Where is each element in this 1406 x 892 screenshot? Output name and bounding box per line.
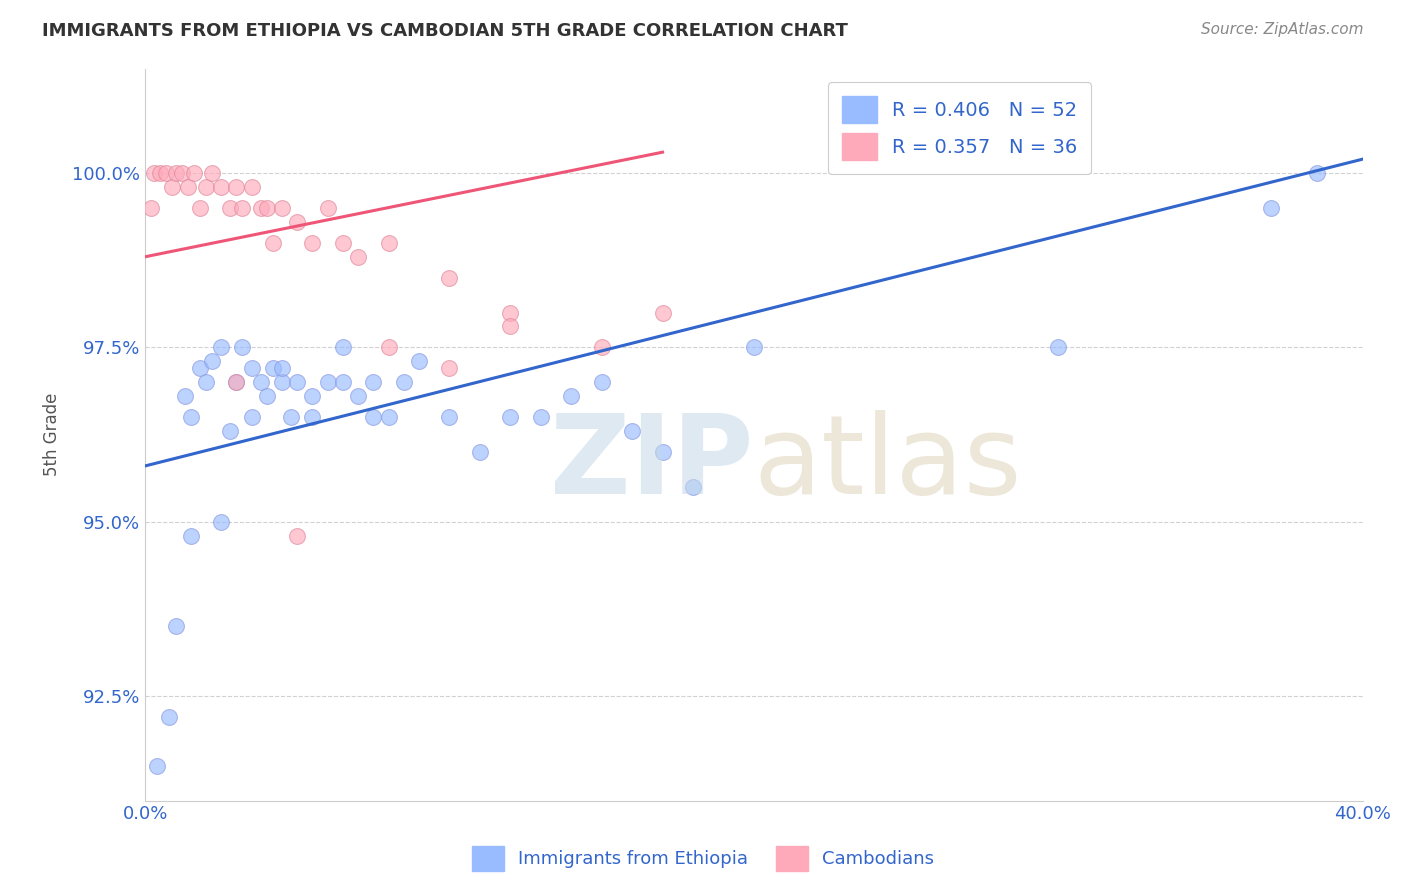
Point [180, 410, 202, 425]
Point [262, 361, 284, 376]
Point [347, 250, 370, 264]
Point [285, 376, 308, 390]
Point [225, 376, 247, 390]
Point [162, 180, 184, 194]
Point [271, 201, 294, 215]
Point [180, 529, 202, 543]
Point [682, 480, 704, 494]
Point [439, 410, 461, 425]
Point [201, 166, 224, 180]
Point [149, 166, 172, 180]
Point [377, 410, 399, 425]
Point [591, 376, 613, 390]
Point [262, 235, 284, 250]
Point [194, 180, 217, 194]
Point [1306, 166, 1329, 180]
Point [439, 361, 461, 376]
Text: atlas: atlas [754, 410, 1022, 517]
Text: IMMIGRANTS FROM ETHIOPIA VS CAMBODIAN 5TH GRADE CORRELATION CHART: IMMIGRANTS FROM ETHIOPIA VS CAMBODIAN 5T… [42, 22, 848, 40]
Point [363, 376, 385, 390]
Point [188, 361, 211, 376]
Point [225, 180, 247, 194]
Point [219, 424, 242, 438]
Point [301, 235, 323, 250]
Point [499, 410, 522, 425]
Point [301, 410, 323, 425]
Point [219, 201, 242, 215]
Point [408, 354, 430, 368]
Y-axis label: 5th Grade: 5th Grade [44, 392, 60, 476]
Point [249, 376, 271, 390]
Text: ZIP: ZIP [551, 410, 754, 517]
Point [332, 340, 354, 354]
Point [468, 445, 491, 459]
Point [392, 376, 415, 390]
Point [188, 201, 211, 215]
Point [285, 215, 308, 229]
Point [209, 180, 232, 194]
Point [173, 389, 195, 403]
Point [499, 319, 522, 334]
Point [231, 201, 253, 215]
Point [332, 376, 354, 390]
Point [159, 710, 181, 724]
Point [256, 201, 278, 215]
Point [530, 410, 553, 425]
Point [194, 376, 217, 390]
Point [165, 166, 187, 180]
Point [209, 340, 232, 354]
Point [651, 305, 673, 319]
Point [256, 389, 278, 403]
Point [240, 180, 263, 194]
Point [332, 235, 354, 250]
Point [271, 376, 294, 390]
Text: Source: ZipAtlas.com: Source: ZipAtlas.com [1201, 22, 1364, 37]
Point [155, 166, 177, 180]
Point [301, 389, 323, 403]
Point [201, 354, 224, 368]
Point [316, 376, 339, 390]
Point [209, 515, 232, 529]
Point [143, 166, 166, 180]
Point [363, 410, 385, 425]
Point [316, 201, 339, 215]
Point [560, 389, 582, 403]
Point [240, 361, 263, 376]
Point [591, 340, 613, 354]
Point [742, 340, 765, 354]
Point [347, 389, 370, 403]
Point [165, 619, 187, 633]
Point [499, 305, 522, 319]
Point [231, 340, 253, 354]
Legend: Immigrants from Ethiopia, Cambodians: Immigrants from Ethiopia, Cambodians [464, 838, 942, 879]
Point [377, 340, 399, 354]
Legend: R = 0.406   N = 52, R = 0.357   N = 36: R = 0.406 N = 52, R = 0.357 N = 36 [828, 82, 1091, 174]
Point [1047, 340, 1070, 354]
Point [285, 529, 308, 543]
Point [225, 376, 247, 390]
Point [271, 361, 294, 376]
Point [439, 270, 461, 285]
Point [177, 180, 200, 194]
Point [280, 410, 302, 425]
Point [249, 201, 271, 215]
Point [621, 424, 644, 438]
Point [146, 758, 169, 772]
Point [183, 166, 205, 180]
Point [170, 166, 193, 180]
Point [651, 445, 673, 459]
Point [377, 235, 399, 250]
Point [240, 410, 263, 425]
Point [1260, 201, 1282, 215]
Point [141, 201, 163, 215]
